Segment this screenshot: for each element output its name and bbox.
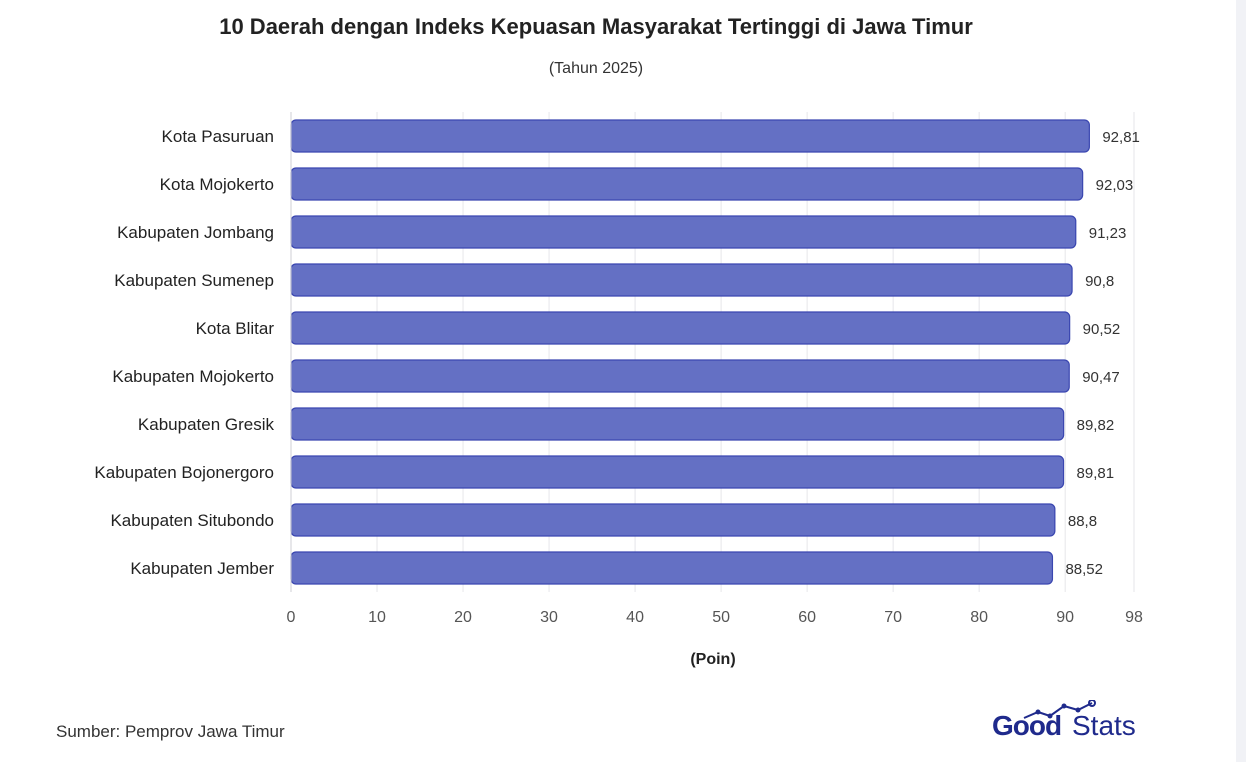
chart-subtitle: (Tahun 2025) (548, 60, 644, 77)
category-label: Kabupaten Sumenep (114, 271, 274, 290)
data-label: 91,23 (1089, 225, 1127, 242)
category-label: Kota Mojokerto (160, 175, 274, 194)
x-tick-label: 90 (1056, 609, 1074, 626)
category-label: Kabupaten Jombang (117, 223, 274, 242)
x-tick-label: 10 (368, 609, 386, 626)
bar (290, 119, 1090, 153)
category-label: Kabupaten Gresik (138, 415, 275, 434)
x-tick-label: 0 (287, 609, 296, 626)
bar (290, 551, 1054, 585)
data-label: 88,8 (1068, 513, 1097, 530)
bar (290, 311, 1071, 345)
bar (290, 407, 1065, 441)
category-label: Kota Blitar (196, 319, 275, 338)
category-label: Kabupaten Situbondo (110, 511, 274, 530)
data-label: 90,47 (1082, 369, 1120, 386)
logo-trend-icon (1023, 700, 1096, 719)
x-tick-label: 80 (970, 609, 988, 626)
data-label: 90,8 (1085, 273, 1114, 290)
bar (290, 455, 1065, 489)
bar (290, 359, 1070, 393)
category-label: Kota Pasuruan (162, 127, 274, 146)
data-label: 92,81 (1102, 129, 1140, 146)
bar (290, 263, 1073, 297)
source-note: Sumber: Pemprov Jawa Timur (56, 722, 285, 741)
x-tick-label: 70 (884, 609, 902, 626)
bar (290, 503, 1056, 537)
chart-title: 10 Daerah dengan Indeks Kepuasan Masyara… (219, 14, 973, 39)
category-label: Kabupaten Bojonergoro (94, 463, 274, 482)
data-label: 90,52 (1083, 321, 1121, 338)
bar (290, 167, 1084, 201)
x-tick-label: 50 (712, 609, 730, 626)
bar (290, 215, 1077, 249)
logo-text-good: Good (992, 710, 1062, 741)
data-label: 89,82 (1077, 417, 1115, 434)
data-label: 92,03 (1096, 177, 1134, 194)
page-edge-strip (1236, 0, 1246, 762)
x-tick-label: 30 (540, 609, 558, 626)
category-label: Kabupaten Mojokerto (112, 367, 274, 386)
x-tick-label: 40 (626, 609, 644, 626)
category-label: Kabupaten Jember (130, 559, 274, 578)
x-tick-label: 98 (1125, 609, 1143, 626)
logo-text-stats: Stats (1072, 710, 1136, 741)
data-label: 89,81 (1077, 465, 1115, 482)
x-tick-label: 20 (454, 609, 472, 626)
goodstats-logo: Good Stats (992, 700, 1142, 748)
x-axis-label: (Poin) (690, 651, 736, 668)
bar-chart: 0 10 20 30 40 50 60 70 80 90 98 Kota Pasuruan 92,81 K… (94, 112, 1143, 626)
x-tick-label: 60 (798, 609, 816, 626)
data-label: 88,52 (1065, 561, 1103, 578)
